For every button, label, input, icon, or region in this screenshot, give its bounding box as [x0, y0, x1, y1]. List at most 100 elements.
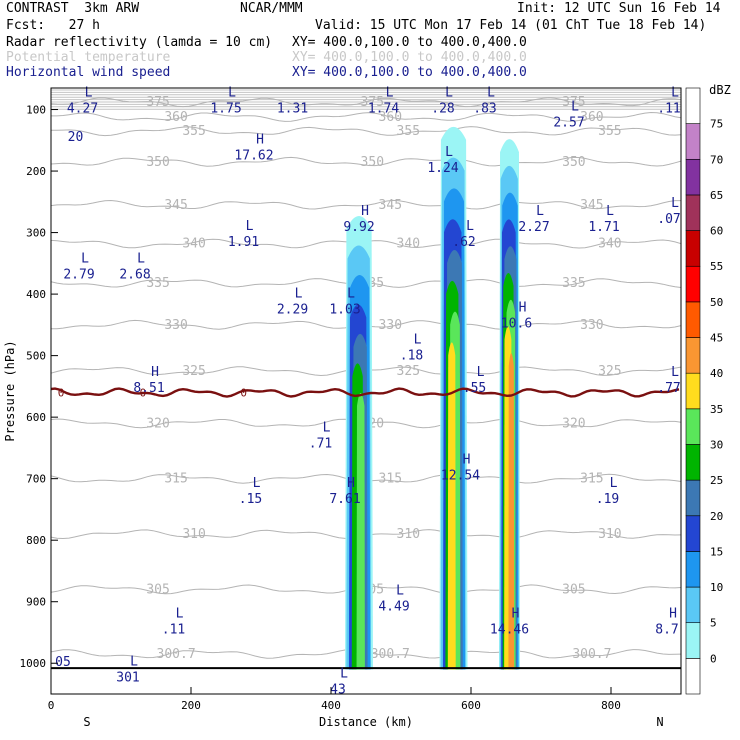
wind-speed-extremum: L.07 — [657, 196, 680, 227]
colorbar-tick-label: 40 — [710, 367, 723, 380]
wind-extremum-value: 1.31 — [277, 101, 308, 116]
wind-extremum-type: L — [671, 85, 679, 100]
y-axis-title: Pressure (hPa) — [3, 340, 17, 441]
wind-speed-extremum: H7.61 — [329, 476, 360, 507]
theta-contour-label: 345 — [580, 198, 603, 213]
theta-contour-label: 375 — [146, 95, 169, 110]
theta-contour-label: 340 — [397, 237, 420, 252]
wind-extremum-type: L — [671, 365, 679, 380]
theta-contour-label: 310 — [182, 527, 205, 542]
colorbar-tick-label: 45 — [710, 332, 723, 345]
theta-contour-label: 345 — [379, 198, 402, 213]
wind-extremum-value: 20 — [68, 130, 84, 145]
wind-speed-extremum: L2.57 — [553, 99, 584, 130]
theta-contour-360 — [51, 111, 681, 122]
wind-extremum-type: L — [536, 204, 544, 219]
freezing-level-label: 0 — [140, 387, 147, 400]
theta-contour-label: 340 — [598, 237, 621, 252]
theta-contour-label: 335 — [146, 276, 169, 291]
init-time: Init: 12 UTC Sun 16 Feb 14 — [517, 1, 721, 16]
colorbar-tick-label: 65 — [710, 189, 723, 202]
wind-extremum-value: 1.74 — [368, 101, 399, 116]
colorbar-swatch — [685, 87, 701, 124]
colorbar-swatch — [685, 586, 701, 624]
colorbar-swatch — [685, 230, 701, 267]
wind-extremum-type: H — [347, 476, 355, 491]
y-tick-label: 700 — [26, 473, 46, 486]
wind-extremum-type: L — [610, 476, 618, 491]
theta-contour-label: 350 — [562, 155, 585, 170]
wind-extremum-type: L — [295, 286, 303, 301]
theta-contour-label: 325 — [598, 364, 621, 379]
plot-frame — [50, 87, 682, 695]
y-tick-label: 900 — [26, 596, 46, 609]
colorbar-tick-label: 10 — [710, 581, 723, 594]
field-reflectivity-xy: XY= 400.0,100.0 to 400.0,400.0 — [292, 35, 527, 50]
theta-contour-label: 360 — [164, 110, 187, 125]
y-tick-label: 300 — [26, 227, 46, 240]
theta-contour-label: 325 — [397, 364, 420, 379]
wind-speed-extremum: L.77 — [657, 365, 680, 396]
theta-contour-label: 310 — [397, 527, 420, 542]
wind-speed-extremum: H10.6 — [501, 301, 532, 332]
wind-speed-extremum: H8.7 — [655, 606, 678, 637]
x-tick-label: 400 — [321, 699, 341, 712]
wind-extremum-type: L — [176, 606, 184, 621]
theta-contour-label: 360 — [379, 110, 402, 125]
wind-extremum-type: L — [386, 85, 394, 100]
wind-extremum-value: 10.6 — [501, 317, 532, 332]
colorbar-tick-label: 60 — [710, 225, 723, 238]
wind-extremum-type: L — [130, 654, 138, 669]
wind-speed-extremum: L1.74 — [368, 85, 399, 116]
theta-contour-label: 305 — [146, 582, 169, 597]
wind-extremum-value: .55 — [463, 381, 486, 396]
wind-speed-extremum: H8.51 — [133, 365, 164, 396]
wind-extremum-value: 2.27 — [518, 220, 549, 235]
theta-contour-label: 300.7 — [371, 647, 410, 662]
wind-speed-extremum: L1.03 — [329, 286, 360, 317]
colorbar-tick-label: 35 — [710, 403, 723, 416]
colorbar-swatch — [685, 551, 701, 588]
colorbar-swatch — [685, 194, 701, 231]
colorbar-tick-label: 75 — [710, 118, 723, 131]
north-label: N — [656, 715, 663, 729]
wind-speed-extremum: L.11 — [162, 606, 185, 637]
wind-extremum-value: 9.92 — [343, 220, 374, 235]
theta-contour-label: 300.7 — [572, 647, 611, 662]
wind-extremum-type: L — [414, 333, 422, 348]
colorbar-swatch — [685, 479, 701, 517]
colorbar-tick-label: 5 — [710, 617, 717, 630]
theta-contour-label: 325 — [182, 364, 205, 379]
wind-speed-extremum: L.62 — [452, 219, 475, 250]
wind-speed-extremum: L43 — [330, 667, 348, 698]
colorbar-swatch — [685, 123, 701, 160]
theta-contour-label: 355 — [182, 124, 205, 139]
wind-extremum-value: .15 — [239, 492, 262, 507]
field-wind: Horizontal wind speed — [6, 65, 171, 80]
x-tick-label: 800 — [601, 699, 621, 712]
colorbar-swatch — [685, 658, 701, 695]
theta-contour-label: 345 — [164, 198, 187, 213]
wind-extremum-value: 1.91 — [228, 235, 259, 250]
theta-contour-label: 375 — [361, 95, 384, 110]
theta-contour-label: 315 — [379, 472, 402, 487]
wind-extremum-type: L — [671, 196, 679, 211]
theta-contour-label: 350 — [146, 155, 169, 170]
theta-contour-375 — [51, 97, 681, 108]
colorbar-tick-label: 15 — [710, 545, 723, 558]
wind-extremum-type: L — [445, 145, 453, 160]
wind-extremum-type: H — [256, 133, 264, 148]
field-reflectivity: Radar reflectivity (lamda = 10 cm) — [6, 35, 273, 50]
theta-contour-label: 375 — [562, 95, 585, 110]
wind-extremum-type: H — [463, 453, 471, 468]
wind-extremum-value: .62 — [452, 235, 475, 250]
wind-speed-extremum: L.11 — [657, 85, 680, 116]
colorbar-swatch — [685, 444, 701, 481]
colorbar-unit: dBZ — [709, 83, 731, 97]
wind-extremum-type: L — [246, 219, 254, 234]
wind-extremum-value: .11 — [162, 622, 185, 637]
colorbar-swatch — [685, 515, 701, 552]
wind-extremum-type: L — [340, 667, 348, 682]
